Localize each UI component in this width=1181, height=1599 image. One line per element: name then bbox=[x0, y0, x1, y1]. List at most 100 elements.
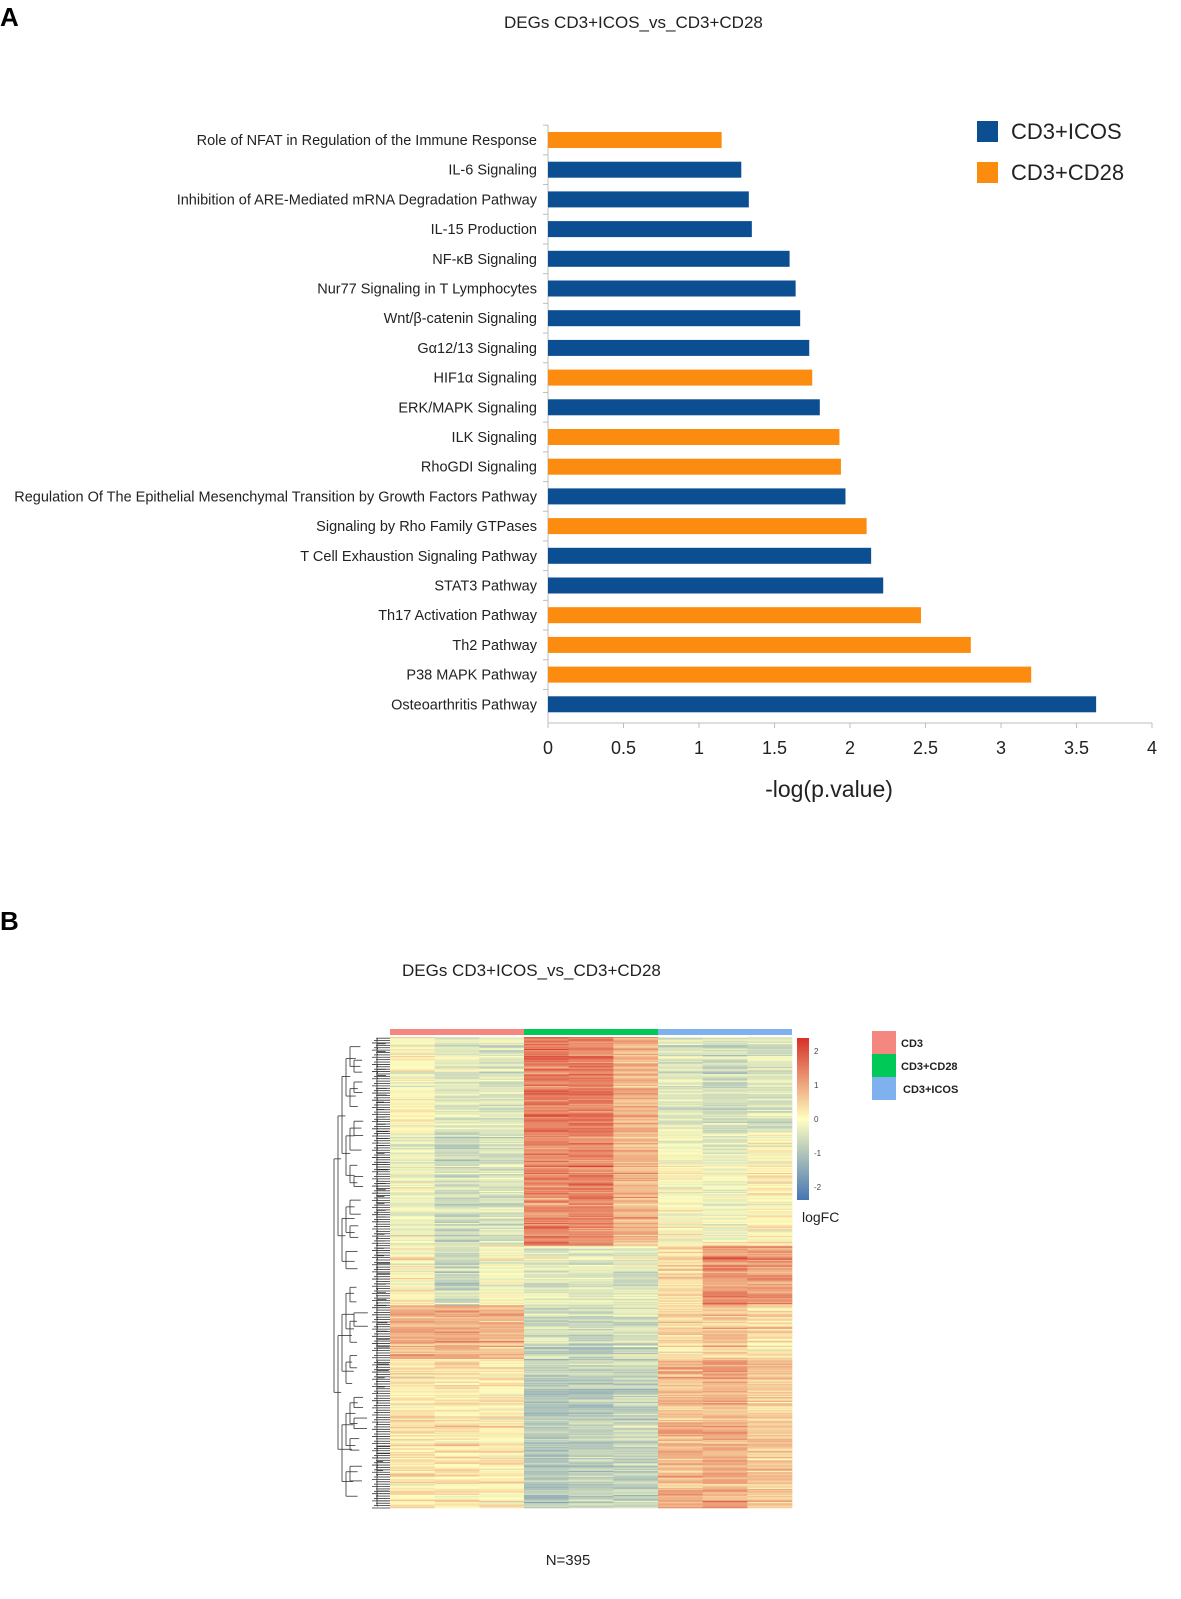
heatmap-cell bbox=[568, 1053, 614, 1056]
heatmap-cell bbox=[747, 1467, 793, 1469]
heatmap-cell bbox=[568, 1057, 614, 1059]
heatmap-cell bbox=[479, 1237, 525, 1239]
heatmap-cell bbox=[658, 1085, 703, 1088]
heatmap-cell bbox=[524, 1212, 569, 1214]
heatmap-cell bbox=[568, 1320, 614, 1323]
heatmap-cell bbox=[702, 1352, 748, 1355]
heatmap-cell bbox=[479, 1135, 525, 1138]
heatmap-cell bbox=[479, 1465, 525, 1467]
heatmap-cell bbox=[658, 1293, 703, 1295]
heatmap-cell bbox=[524, 1292, 569, 1294]
heatmap-cell bbox=[747, 1162, 793, 1164]
heatmap-cell bbox=[479, 1199, 525, 1201]
heatmap-cell bbox=[568, 1502, 614, 1504]
heatmap-cell bbox=[613, 1175, 659, 1177]
heatmap-cell bbox=[568, 1187, 614, 1189]
heatmap-cell bbox=[747, 1190, 793, 1193]
heatmap-cell bbox=[434, 1193, 480, 1195]
heatmap-cell bbox=[658, 1403, 703, 1405]
heatmap-cell bbox=[390, 1201, 435, 1204]
heatmap-cell bbox=[568, 1436, 614, 1438]
heatmap-cell bbox=[747, 1232, 793, 1235]
heatmap-cell bbox=[390, 1130, 435, 1132]
heatmap-cell bbox=[434, 1263, 480, 1266]
heatmap-cell bbox=[747, 1306, 793, 1308]
heatmap-cell bbox=[747, 1318, 793, 1320]
heatmap-cell bbox=[434, 1343, 480, 1345]
heatmap-cell bbox=[613, 1164, 659, 1167]
heatmap-cell bbox=[747, 1125, 793, 1127]
heatmap-cell bbox=[613, 1425, 659, 1428]
heatmap-cell bbox=[747, 1325, 793, 1328]
heatmap-cell bbox=[568, 1275, 614, 1277]
heatmap-cell bbox=[747, 1282, 793, 1285]
heatmap-cell bbox=[434, 1202, 480, 1205]
heatmap-cell bbox=[479, 1435, 525, 1437]
heatmap-cell bbox=[658, 1053, 703, 1056]
heatmap-cell bbox=[524, 1213, 569, 1215]
heatmap-cell bbox=[658, 1295, 703, 1298]
heatmap-cell bbox=[390, 1333, 435, 1336]
heatmap-cell bbox=[479, 1059, 525, 1062]
heatmap-cell bbox=[479, 1500, 525, 1503]
heatmap-cell bbox=[747, 1269, 793, 1272]
heatmap-cell bbox=[434, 1471, 480, 1473]
heatmap-cell bbox=[479, 1324, 525, 1326]
heatmap-cell bbox=[658, 1472, 703, 1474]
heatmap-cell bbox=[702, 1344, 748, 1347]
heatmap-cell bbox=[568, 1152, 614, 1155]
heatmap-cell bbox=[613, 1243, 659, 1245]
heatmap-cell bbox=[390, 1112, 435, 1114]
heatmap-cell bbox=[390, 1281, 435, 1283]
heatmap-cell bbox=[702, 1395, 748, 1398]
heatmap-cell bbox=[702, 1270, 748, 1273]
heatmap-cell bbox=[568, 1132, 614, 1134]
color-scale-tick-label: -2 bbox=[814, 1183, 822, 1192]
heatmap-cell bbox=[747, 1172, 793, 1175]
heatmap-cell bbox=[613, 1116, 659, 1119]
heatmap-cell bbox=[479, 1375, 525, 1378]
heatmap-cell bbox=[479, 1279, 525, 1281]
heatmap-cell bbox=[613, 1463, 659, 1466]
heatmap-cell bbox=[702, 1275, 748, 1277]
heatmap-cell bbox=[434, 1159, 480, 1162]
heatmap-cell bbox=[434, 1093, 480, 1095]
heatmap-cell bbox=[524, 1345, 569, 1348]
heatmap-cell bbox=[702, 1478, 748, 1480]
heatmap-cell bbox=[658, 1430, 703, 1432]
heatmap-cell bbox=[613, 1206, 659, 1208]
heatmap-cell bbox=[434, 1292, 480, 1294]
heatmap-cell bbox=[747, 1182, 793, 1184]
heatmap-cell bbox=[479, 1202, 525, 1205]
heatmap-cell bbox=[613, 1476, 659, 1479]
heatmap-cell bbox=[747, 1294, 793, 1297]
heatmap-cell bbox=[390, 1226, 435, 1229]
heatmap-cell bbox=[524, 1490, 569, 1492]
heatmap-cell bbox=[747, 1453, 793, 1455]
heatmap-cell bbox=[568, 1076, 614, 1078]
heatmap-cell bbox=[434, 1258, 480, 1261]
heatmap-cell bbox=[390, 1451, 435, 1454]
heatmap-cell bbox=[568, 1223, 614, 1225]
heatmap-cell bbox=[524, 1215, 569, 1218]
heatmap-cell bbox=[390, 1056, 435, 1058]
heatmap-cell bbox=[524, 1295, 569, 1298]
heatmap-cell bbox=[434, 1327, 480, 1330]
heatmap-cell bbox=[658, 1258, 703, 1261]
heatmap-cell bbox=[702, 1071, 748, 1074]
heatmap-cell bbox=[702, 1171, 748, 1174]
heatmap-cell bbox=[702, 1078, 748, 1081]
heatmap-cell bbox=[747, 1077, 793, 1080]
heatmap-cell bbox=[702, 1169, 748, 1171]
heatmap-cell bbox=[390, 1156, 435, 1158]
heatmap-cell bbox=[613, 1153, 659, 1156]
heatmap-cell bbox=[479, 1039, 525, 1041]
heatmap-cell bbox=[434, 1045, 480, 1047]
heatmap-cell bbox=[524, 1277, 569, 1280]
heatmap-cell bbox=[524, 1230, 569, 1232]
heatmap-cell bbox=[524, 1361, 569, 1363]
heatmap-cell bbox=[479, 1125, 525, 1127]
heatmap-cell bbox=[702, 1236, 748, 1238]
heatmap-cell bbox=[479, 1506, 525, 1509]
heatmap-cell bbox=[524, 1100, 569, 1102]
